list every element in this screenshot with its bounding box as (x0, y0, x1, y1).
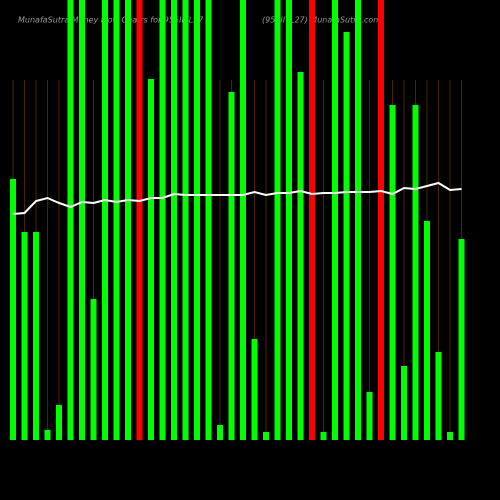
bar (148, 79, 154, 440)
bar (355, 0, 361, 440)
bar (343, 32, 350, 440)
bar (102, 0, 108, 440)
bar (125, 0, 131, 440)
bar (286, 0, 292, 440)
bar (159, 0, 166, 440)
bar (274, 0, 281, 440)
bar (424, 221, 430, 440)
bar (113, 0, 120, 440)
bar (21, 232, 28, 440)
bar (412, 105, 419, 440)
bar (228, 92, 235, 440)
bar (458, 239, 465, 440)
bar (240, 0, 246, 440)
bar (79, 0, 85, 440)
bar (297, 72, 304, 440)
bar (309, 0, 315, 440)
bar (171, 0, 177, 440)
bar (205, 0, 212, 440)
bar (44, 430, 51, 440)
bar (263, 432, 269, 440)
average-line (12, 181, 462, 215)
bar (435, 352, 442, 440)
bar (136, 0, 143, 440)
bar (447, 432, 453, 440)
bar (33, 232, 39, 440)
bar (378, 0, 384, 440)
bar (217, 425, 223, 440)
bar (90, 299, 97, 440)
chart-title: MunafaSutra Money Flow Charts for 955IIT… (18, 16, 204, 25)
bar (401, 366, 407, 440)
bar (182, 0, 189, 440)
bar (332, 0, 338, 440)
bar (320, 432, 327, 440)
bar (10, 179, 16, 440)
bar (251, 339, 258, 440)
bar (56, 405, 62, 440)
bar (194, 0, 200, 440)
chart-subtitle: (955IITL27) MunafaSutra.com (262, 16, 381, 25)
bar (389, 105, 396, 440)
bar (366, 392, 373, 440)
bar (67, 0, 74, 440)
